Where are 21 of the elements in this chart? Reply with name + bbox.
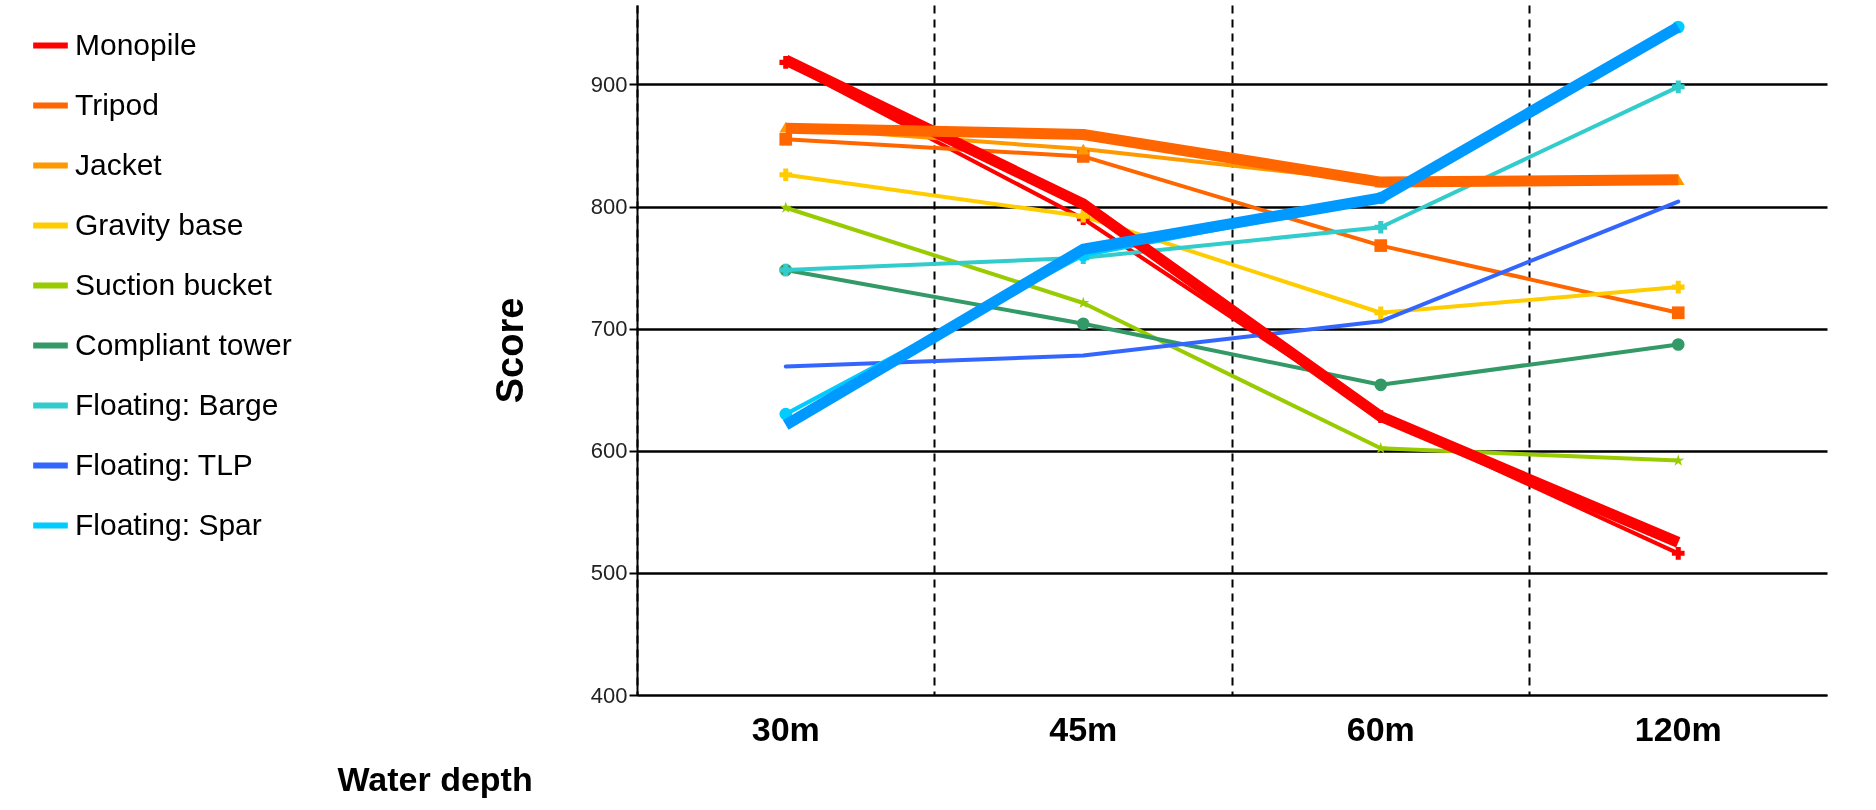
y-tick-label: 700 xyxy=(590,316,628,342)
legend-label: Floating: Spar xyxy=(75,507,262,541)
x-tick-label: 30m xyxy=(751,709,820,748)
y-tick-label: 500 xyxy=(590,560,628,586)
y-tick-label: 900 xyxy=(590,71,628,97)
y-tick-label: 600 xyxy=(590,438,628,464)
legend-label: Floating: TLP xyxy=(75,447,253,481)
x-tick-label: 120m xyxy=(1634,709,1722,748)
x-tick-label: 45m xyxy=(1049,709,1118,748)
legend-label: Suction bucket xyxy=(75,267,273,301)
legend-label: Tripod xyxy=(75,87,159,121)
y-axis-title: Score xyxy=(488,297,531,404)
y-tick-label: 400 xyxy=(590,682,628,708)
legend-label: Compliant tower xyxy=(75,327,292,361)
y-tick-label: 800 xyxy=(590,194,628,219)
x-tick-label: 60m xyxy=(1346,709,1415,748)
legend-label: Floating: Barge xyxy=(75,387,279,421)
legend-label: Monopile xyxy=(75,27,197,61)
x-axis-title: Water depth xyxy=(337,759,533,798)
legend-label: Jacket xyxy=(75,147,163,181)
legend-label: Gravity base xyxy=(75,207,244,241)
